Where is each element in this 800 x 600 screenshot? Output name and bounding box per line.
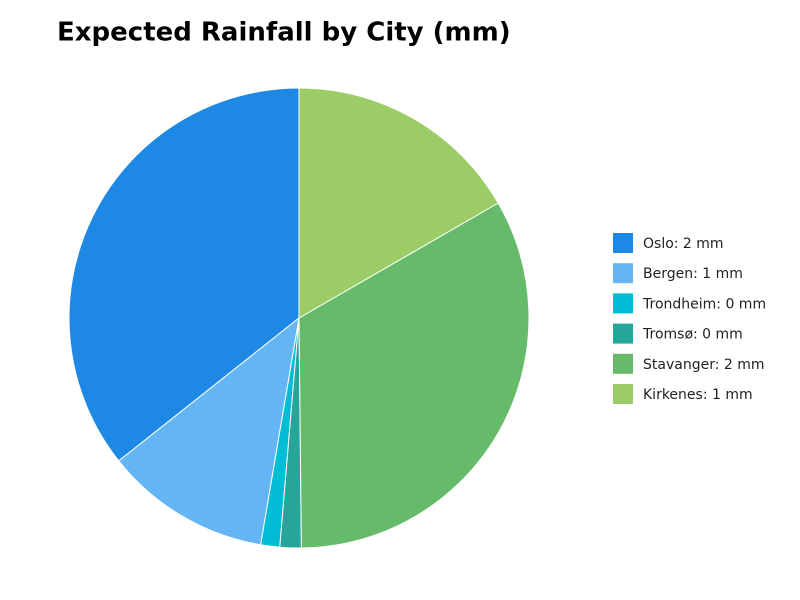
pie-slice [68, 87, 300, 462]
legend-swatch [613, 233, 633, 253]
pie-slice [298, 202, 530, 549]
legend-label: Kirkenes: 1 mm [643, 387, 753, 403]
legend-swatch [613, 263, 633, 284]
legend-swatch [613, 293, 633, 314]
legend-label: Trondheim: 0 mm [642, 296, 766, 312]
legend-swatch [613, 323, 633, 344]
chart-title: Expected Rainfall by City (mm) [57, 18, 511, 48]
legend-swatch [613, 353, 633, 374]
pie-slice [298, 87, 499, 319]
legend-label: Tromsø: 0 mm [642, 327, 743, 343]
pie-slice [118, 316, 300, 546]
legend-swatch [613, 384, 633, 404]
legend-label: Oslo: 2 mm [643, 236, 724, 252]
legend-label: Bergen: 1 mm [643, 266, 743, 282]
legend-label: Stavanger: 2 mm [643, 357, 765, 373]
